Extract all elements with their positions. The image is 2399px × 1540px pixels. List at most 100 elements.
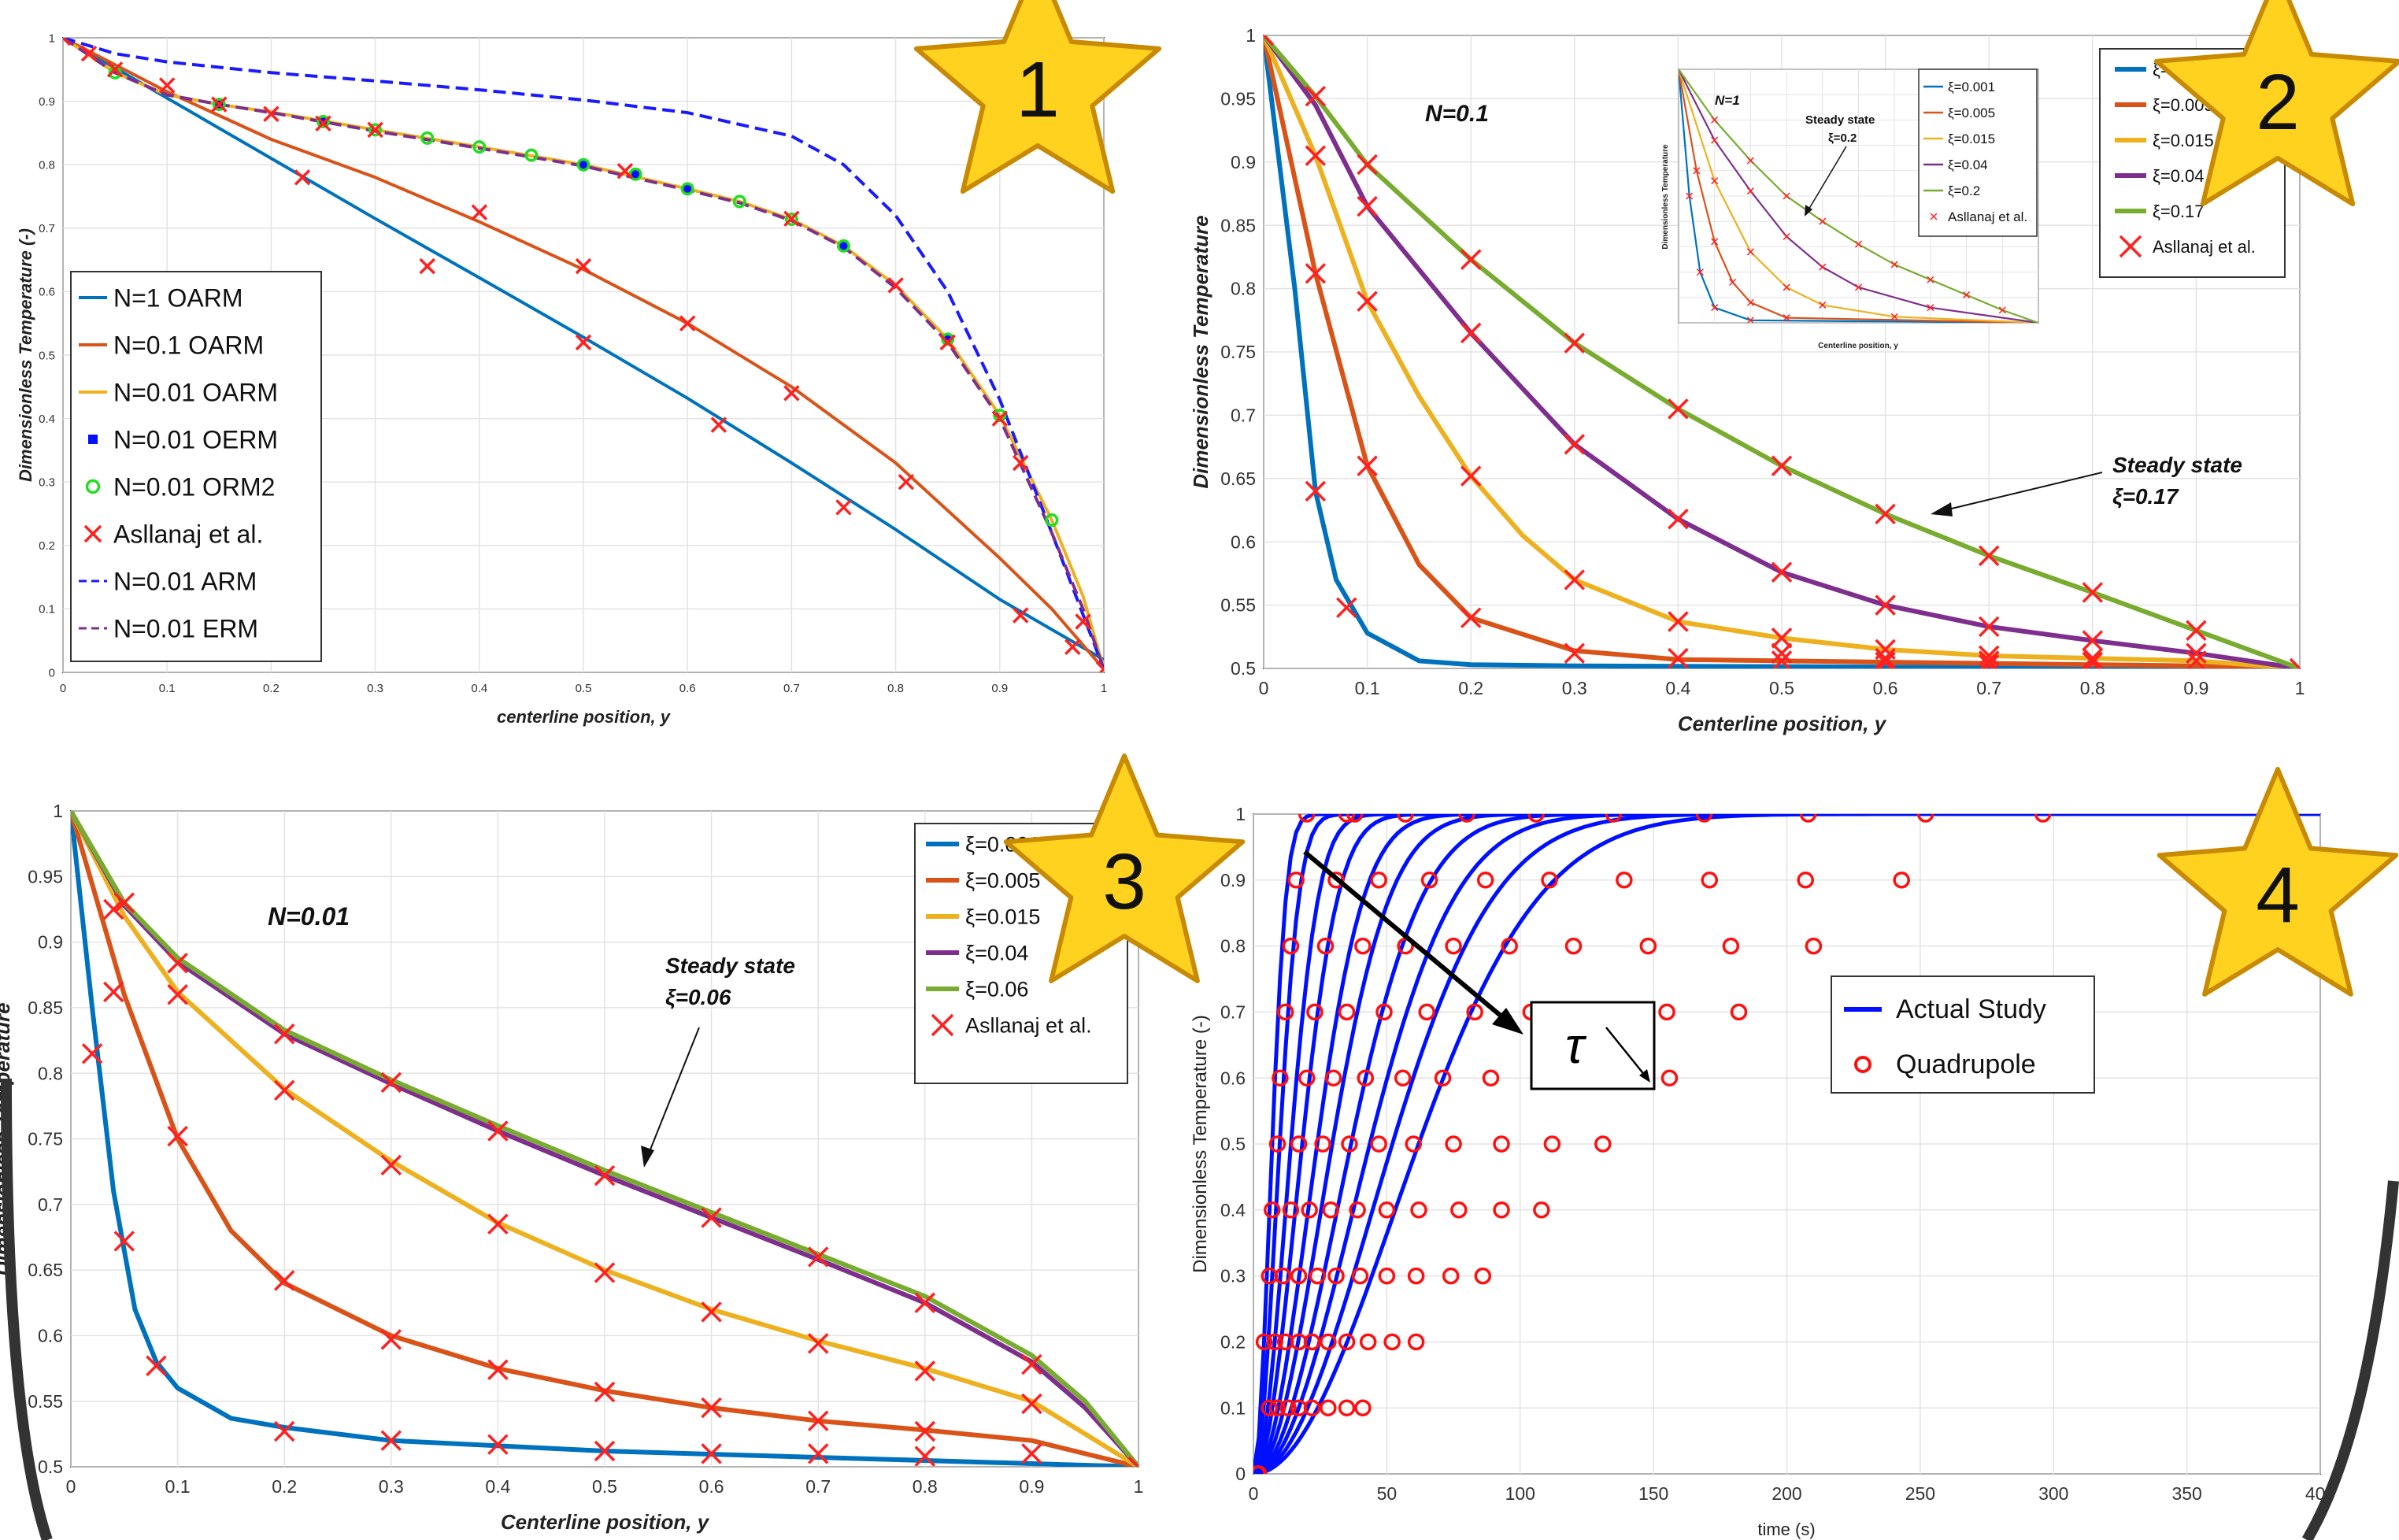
- data-point-cross: [1854, 283, 1863, 291]
- data-point-ring: [1658, 1003, 1675, 1021]
- data-point-cross: [679, 315, 696, 331]
- data-point-cross: [1890, 261, 1898, 268]
- star-number-label: 4: [2256, 851, 2300, 939]
- data-point-ring: [1272, 1069, 1289, 1087]
- x-tick-label: 0.7: [805, 1476, 831, 1497]
- series-layer-2: [1264, 35, 2300, 668]
- data-point-cross: [106, 61, 124, 78]
- x-axis-label-3: Centerline position, y: [501, 1510, 710, 1534]
- y-tick-label: 0.6: [1231, 531, 1256, 552]
- data-point-cross: [113, 892, 135, 913]
- data-point-cross: [807, 1246, 829, 1268]
- y-tick-label: 0.8: [39, 158, 55, 172]
- data-point-cross: [80, 45, 98, 62]
- data-point-ring: [1799, 814, 1817, 823]
- data-point-cross: [594, 1262, 616, 1283]
- data-point-cross: [1460, 322, 1482, 344]
- series-line: [1253, 814, 2320, 1474]
- data-point-ring: [1279, 1399, 1297, 1416]
- y-tick-label: 0.85: [28, 998, 63, 1018]
- data-point-cross: [783, 210, 800, 227]
- data-point-cross: [931, 1013, 954, 1037]
- data-point-cross: [1668, 398, 1689, 420]
- data-point-cross: [167, 1125, 188, 1147]
- data-point-ring: [1605, 814, 1623, 823]
- data-point-cross: [1978, 545, 2000, 567]
- data-point-ring: [1322, 1201, 1339, 1219]
- data-point-cross: [1075, 613, 1091, 630]
- legend-label: Asllanaj et al.: [113, 520, 263, 549]
- data-point-cross: [1978, 616, 2000, 638]
- steady-arrow-3: [646, 1027, 700, 1158]
- data-point-ring: [1493, 1135, 1510, 1153]
- data-point-ring: [1410, 1201, 1427, 1219]
- x-tick-label: 1: [1134, 1476, 1144, 1497]
- x-tick-label: 0.4: [471, 682, 487, 695]
- tau-box-arrow: [1605, 1027, 1646, 1077]
- data-point-cross: [1668, 611, 1689, 632]
- inset-n-label: N=1: [1715, 93, 1740, 108]
- steady-xi-label-2: ξ=0.17: [2112, 484, 2179, 509]
- data-point-ring: [1564, 937, 1583, 955]
- y-tick-label: 1: [1246, 25, 1256, 46]
- legend-label: ξ=0.04: [965, 942, 1028, 965]
- legend-label: N=0.01 OARM: [113, 379, 278, 407]
- legend-box-4: [1831, 975, 2095, 1094]
- data-point-ring: [524, 148, 539, 162]
- data-point-ring: [1290, 1267, 1308, 1285]
- steady-state-label-3: Steady state: [665, 953, 795, 978]
- data-point-ring: [993, 409, 1007, 423]
- data-point-cross: [1747, 317, 1754, 323]
- inset-series-layer: [1679, 69, 2038, 323]
- series-line: [1253, 814, 2320, 1474]
- x-tick-label: 0.3: [367, 682, 383, 695]
- x-tick-label: 0.4: [485, 1476, 510, 1497]
- legend-box-1: [70, 271, 322, 662]
- data-point-cross: [1819, 263, 1827, 271]
- data-point-ring: [1378, 1267, 1396, 1285]
- data-point-cross: [1460, 607, 1482, 628]
- data-point-ring: [1616, 872, 1633, 889]
- data-point-cross: [1930, 213, 1938, 220]
- data-point-ring: [1351, 1267, 1369, 1285]
- data-point-cross: [1021, 1353, 1042, 1375]
- data-point-cross: [167, 984, 188, 1005]
- data-point-cross: [616, 163, 634, 180]
- data-point-ring: [1253, 1465, 1266, 1474]
- x-tick-label: 0: [66, 1476, 76, 1497]
- y-tick-label: 0: [1235, 1464, 1246, 1484]
- x-tick-label: 0.7: [1976, 678, 2001, 698]
- data-point-ring: [1701, 872, 1719, 889]
- data-point-cross: [167, 953, 188, 974]
- series-line: [1264, 35, 2300, 668]
- data-point-cross: [1771, 561, 1793, 583]
- inset-steady-arrow-head: [1805, 205, 1812, 217]
- star-icon: [2153, 0, 2399, 207]
- data-point-cross: [1013, 454, 1029, 472]
- series-line: [1264, 35, 2300, 668]
- data-point-ring: [1346, 814, 1364, 823]
- data-point-ring: [1450, 1201, 1468, 1219]
- data-point-ring: [1445, 1135, 1462, 1153]
- n-label-2: N=0.1: [1425, 101, 1489, 127]
- y-tick-label: 0.6: [38, 1325, 63, 1346]
- data-point-square: [631, 169, 641, 180]
- series-line: [1253, 814, 2320, 1474]
- legend-label: N=0.01 ORM2: [113, 473, 275, 502]
- data-point-cross: [81, 1042, 103, 1064]
- data-point-cross: [1305, 480, 1327, 502]
- inset-legend-label: ξ=0.005: [1948, 106, 1995, 120]
- data-point-ring: [1274, 1267, 1292, 1285]
- y-tick-label: 0.95: [1220, 88, 1256, 109]
- data-point-cross: [914, 1420, 936, 1442]
- tau-box-arrow-head: [1639, 1069, 1650, 1083]
- data-point-ring: [1282, 1201, 1300, 1219]
- y-tick-label: 0.7: [1220, 1001, 1246, 1022]
- data-point-ring: [1045, 513, 1059, 528]
- y-tick-label: 0.4: [1220, 1200, 1246, 1220]
- inset-legend-label: ξ=0.001: [1948, 80, 1995, 94]
- data-point-ring: [1501, 937, 1518, 955]
- data-point-cross: [1564, 434, 1586, 455]
- data-point-ring: [1301, 1201, 1318, 1219]
- legend-4: Actual Study Quadrupole: [1831, 975, 2095, 1094]
